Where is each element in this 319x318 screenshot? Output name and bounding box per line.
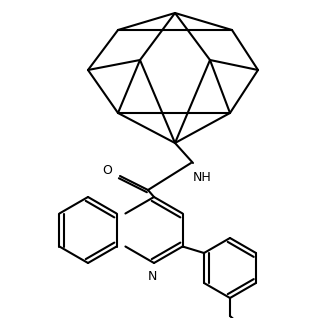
Text: NH: NH — [193, 171, 212, 184]
Text: N: N — [147, 270, 157, 283]
Text: O: O — [102, 164, 112, 177]
